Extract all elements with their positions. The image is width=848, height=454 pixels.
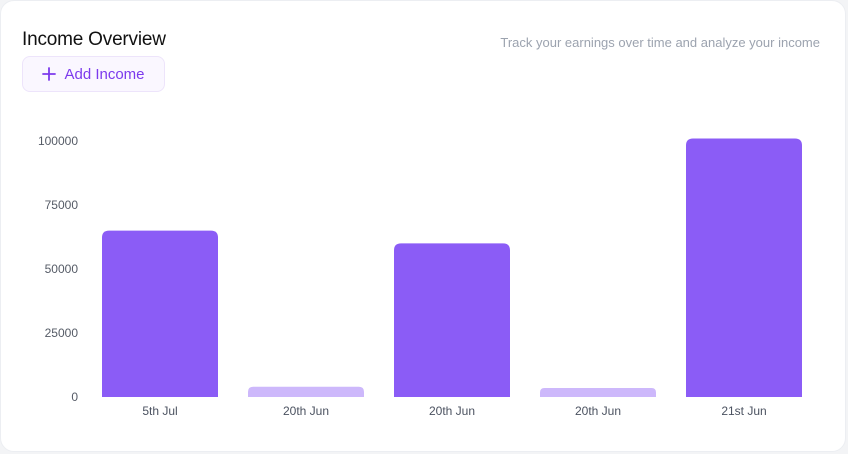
- bar-2[interactable]: [394, 243, 510, 397]
- y-tick-label: 100000: [38, 134, 78, 148]
- add-income-button[interactable]: Add Income: [22, 56, 165, 92]
- y-tick-label: 75000: [45, 198, 79, 212]
- x-category-label: 20th Jun: [575, 404, 621, 418]
- y-tick-label: 25000: [45, 326, 79, 340]
- y-tick-label: 50000: [45, 262, 79, 276]
- card-title: Income Overview: [22, 29, 166, 50]
- x-category-label: 20th Jun: [429, 404, 475, 418]
- bar-0[interactable]: [102, 230, 218, 397]
- bar-4[interactable]: [686, 138, 802, 397]
- bar-3[interactable]: [540, 388, 656, 397]
- plus-icon: [42, 67, 57, 81]
- x-category-label: 20th Jun: [283, 404, 329, 418]
- x-category-label: 21st Jun: [721, 404, 766, 418]
- add-income-label: Add Income: [64, 65, 145, 83]
- y-tick-label: 0: [71, 390, 78, 404]
- x-category-label: 5th Jul: [142, 404, 177, 418]
- card-subtitle: Track your earnings over time and analyz…: [500, 35, 820, 50]
- bar-1[interactable]: [248, 386, 364, 397]
